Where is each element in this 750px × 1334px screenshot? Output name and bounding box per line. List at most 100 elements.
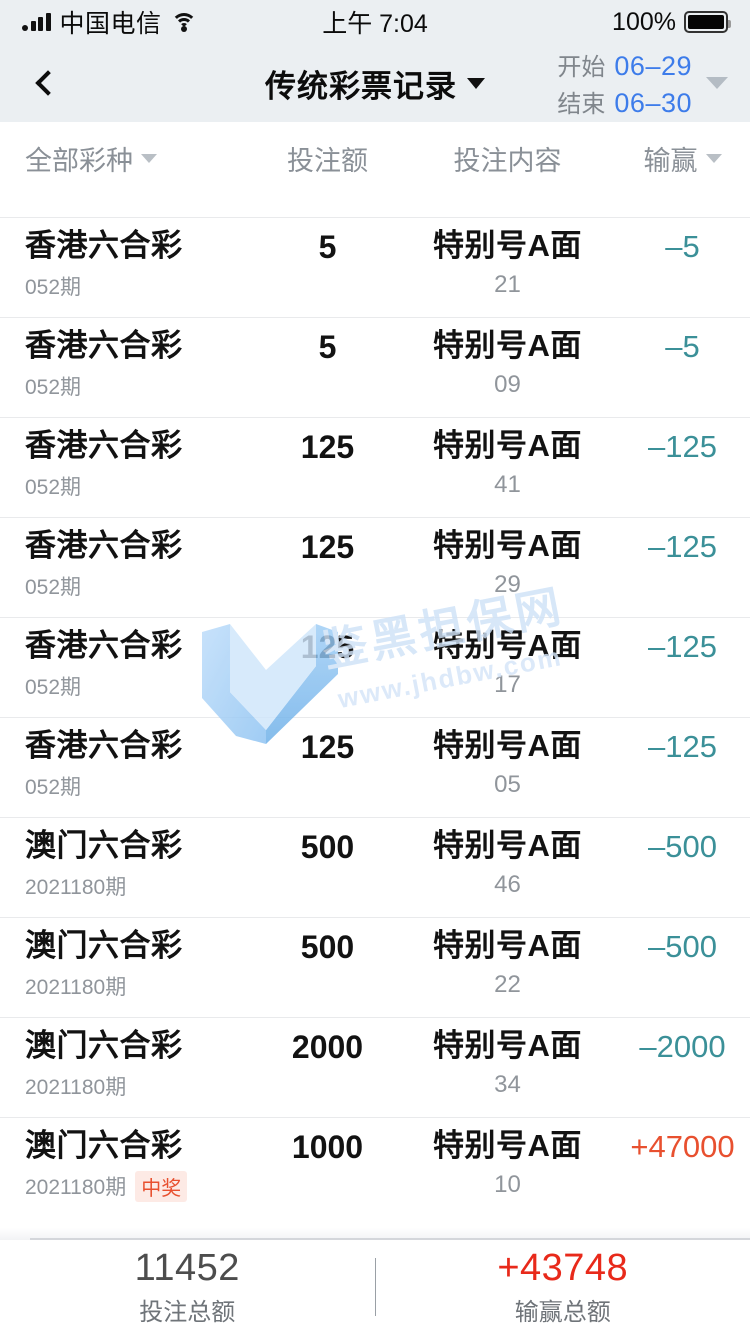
column-header-stake: 投注额	[255, 139, 400, 178]
caret-down-icon	[705, 154, 722, 163]
row-content-cell: 特别号A面 21	[400, 228, 615, 299]
navigation-bar: 传统彩票记录 开始 06–29 结束 06–30	[0, 44, 750, 122]
table-row[interactable]: 香港六合彩 052期 5 特别号A面 21 –5	[0, 217, 750, 317]
table-row[interactable]: 澳门六合彩 2021180期 500 特别号A面 22 –500	[0, 917, 750, 1017]
column-header-content-label: 投注内容	[453, 146, 562, 176]
row-issue: 2021180期	[25, 1071, 126, 1101]
row-bet-number: 22	[494, 970, 521, 998]
row-content-cell: 特别号A面 46	[400, 828, 615, 899]
row-issue-label: 2021180期	[25, 1075, 127, 1099]
row-profit-value: –125	[648, 529, 717, 564]
caret-down-icon	[467, 77, 485, 89]
column-header-profit[interactable]: 输赢	[615, 139, 750, 178]
table-row[interactable]: 香港六合彩 052期 125 特别号A面 41 –125	[0, 417, 750, 517]
date-range-picker[interactable]: 开始 06–29 结束 06–30	[557, 47, 728, 119]
row-lottery-name: 澳门六合彩	[25, 1028, 183, 1063]
row-stake-cell: 500	[255, 828, 400, 866]
bet-record-list[interactable]: 052期09香港六合彩052期5特别号A面21–5香港六合彩052期5特别号A面…	[0, 195, 750, 1216]
column-header-lottery-label: 全部彩种	[25, 146, 133, 176]
table-row[interactable]: 澳门六合彩 2021180期 2000 特别号A面 34 –2000	[0, 1017, 750, 1117]
row-bet-number: 41	[494, 470, 521, 498]
column-header-stake-label: 投注额	[287, 146, 368, 176]
row-content-cell: 特别号A面 22	[400, 928, 615, 999]
row-bet-type: 特别号A面	[433, 528, 582, 563]
row-profit-cell: –125	[615, 428, 750, 465]
row-bet-number: 10	[494, 1170, 521, 1198]
chevron-left-icon	[34, 70, 61, 96]
row-issue-label: 052期	[25, 675, 82, 699]
row-bet-number: 05	[494, 770, 521, 798]
column-header-lottery[interactable]: 全部彩种	[0, 139, 255, 178]
row-stake-cell: 125	[255, 528, 400, 566]
row-issue: 2021180期	[25, 971, 126, 1001]
row-lottery-name: 香港六合彩	[25, 628, 183, 663]
row-stake-cell: 125	[255, 728, 400, 766]
row-issue: 052期	[25, 471, 81, 501]
table-row[interactable]: 香港六合彩 052期 5 特别号A面 09 –5	[0, 317, 750, 417]
table-row[interactable]: 澳门六合彩 2021180期 中奖 1000 特别号A面 10 +47000	[0, 1117, 750, 1216]
page-title: 传统彩票记录	[265, 68, 457, 104]
row-profit-cell: –2000	[615, 1028, 750, 1065]
status-badge: 中奖	[135, 1170, 188, 1202]
row-lottery-cell: 香港六合彩 052期	[0, 528, 255, 601]
row-stake-value: 125	[300, 529, 355, 565]
row-issue: 2021180期 中奖	[25, 1170, 188, 1202]
footer-divider	[374, 1258, 376, 1316]
row-issue: 052期	[25, 571, 81, 601]
row-profit-value: –125	[648, 429, 717, 464]
status-bar-left: 中国电信	[22, 4, 197, 40]
table-row[interactable]: 052期09	[0, 195, 750, 217]
row-stake-value: 125	[300, 429, 355, 465]
row-issue-label: 052期	[25, 275, 82, 299]
table-row[interactable]: 香港六合彩 052期 125 特别号A面 29 –125	[0, 517, 750, 617]
row-lottery-name: 澳门六合彩	[25, 828, 183, 863]
row-stake-cell: 5	[255, 328, 400, 366]
row-profit-value: –125	[648, 729, 717, 764]
battery-percent-label: 100%	[612, 7, 676, 36]
date-range-caret-down-icon[interactable]	[706, 77, 728, 89]
table-row[interactable]: 香港六合彩 052期 125 特别号A面 17 –125	[0, 617, 750, 717]
row-profit-cell: –125	[615, 528, 750, 565]
row-stake-cell: 125	[255, 628, 400, 666]
row-issue: 2021180期	[25, 871, 126, 901]
start-date-label: 开始	[557, 54, 606, 81]
row-issue: 052期	[25, 771, 81, 801]
row-issue: 052期	[25, 271, 81, 301]
row-bet-type: 特别号A面	[433, 328, 582, 363]
row-lottery-name: 香港六合彩	[25, 328, 183, 363]
row-profit-value: –5	[665, 229, 700, 264]
row-profit-value: –500	[648, 829, 717, 864]
row-profit-cell: –500	[615, 928, 750, 965]
row-lottery-cell: 香港六合彩 052期	[0, 728, 255, 801]
total-stake-block: 11452 投注总额	[0, 1247, 375, 1328]
row-stake-value: 5	[318, 329, 337, 365]
row-stake-value: 5	[318, 229, 337, 265]
total-stake-value: 11452	[134, 1246, 240, 1289]
wifi-icon	[170, 12, 197, 32]
start-date-value: 06–29	[614, 51, 692, 81]
row-lottery-cell: 香港六合彩 052期	[0, 428, 255, 501]
signal-bars-icon	[22, 12, 51, 31]
row-profit-value: –500	[648, 929, 717, 964]
row-bet-type: 特别号A面	[433, 1128, 582, 1163]
row-profit-cell: –500	[615, 828, 750, 865]
row-issue-label: 2021180期	[25, 975, 127, 999]
table-row[interactable]: 澳门六合彩 2021180期 500 特别号A面 46 –500	[0, 817, 750, 917]
row-profit-cell: –125	[615, 728, 750, 765]
row-stake-cell: 500	[255, 928, 400, 966]
row-content-cell: 特别号A面 10	[400, 1128, 615, 1199]
row-stake-value: 125	[300, 629, 355, 665]
row-issue: 052期	[25, 371, 81, 401]
row-profit-value: –125	[648, 629, 717, 664]
end-date-row[interactable]: 结束 06–30	[557, 84, 692, 119]
table-row[interactable]: 香港六合彩 052期 125 特别号A面 05 –125	[0, 717, 750, 817]
row-lottery-name: 香港六合彩	[25, 228, 183, 263]
column-header-content: 投注内容	[400, 139, 615, 178]
row-bet-type: 特别号A面	[433, 1028, 582, 1063]
total-stake-label: 投注总额	[139, 1299, 236, 1327]
row-content-cell: 特别号A面 09	[400, 328, 615, 399]
back-button[interactable]	[22, 60, 68, 106]
start-date-row[interactable]: 开始 06–29	[557, 47, 692, 82]
row-content-cell: 特别号A面 17	[400, 628, 615, 699]
row-stake-value: 2000	[291, 1029, 364, 1065]
